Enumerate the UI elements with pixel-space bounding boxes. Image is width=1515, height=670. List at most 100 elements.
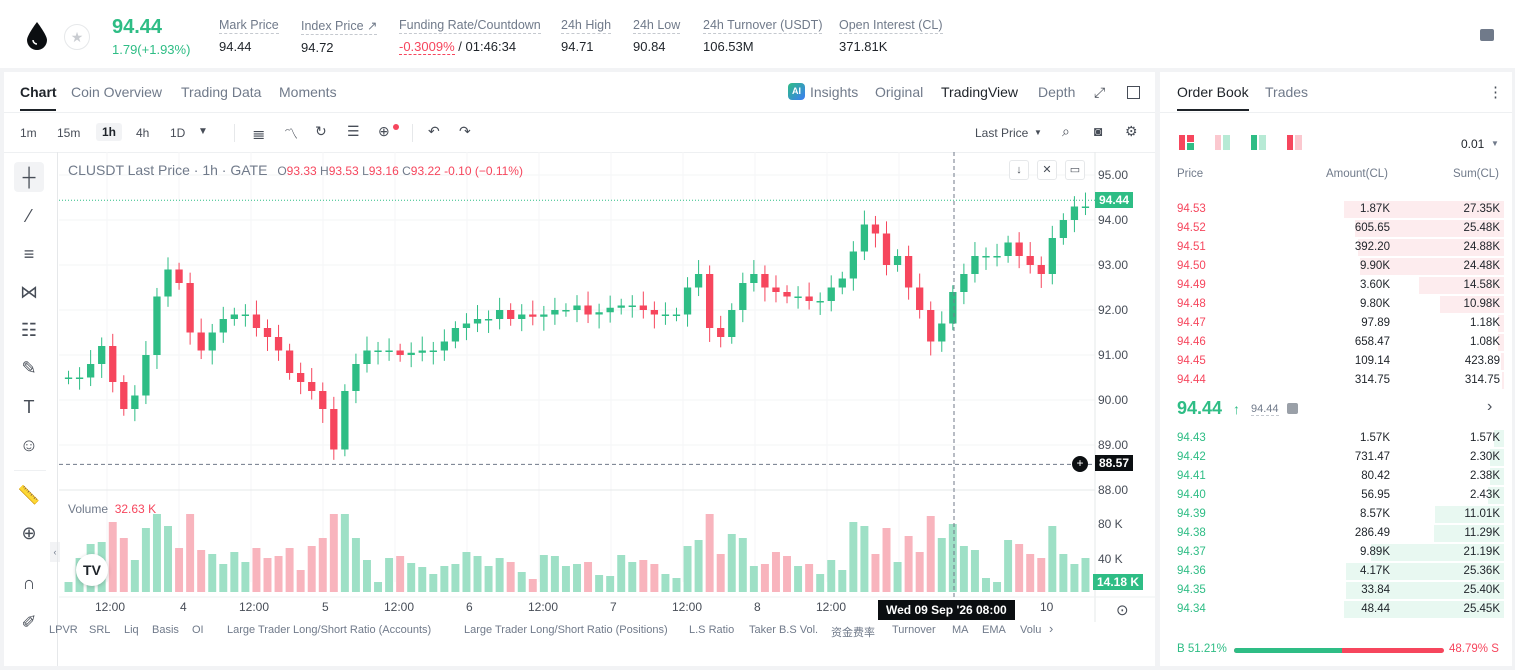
bid-row[interactable]: 94.42 731.47 2.30K	[1160, 448, 1512, 467]
collapse-icon[interactable]: ✕	[1037, 160, 1057, 180]
bid-row[interactable]: 94.35 33.84 25.40K	[1160, 581, 1512, 600]
bid-row[interactable]: 94.40 56.95 2.43K	[1160, 486, 1512, 505]
ask-row[interactable]: 94.53 1.87K 27.35K	[1160, 200, 1512, 219]
indicator-11[interactable]: MA	[952, 624, 969, 636]
indicator-12[interactable]: EMA	[982, 624, 1006, 636]
indicator-2[interactable]: Liq	[124, 624, 139, 636]
chevron-right-icon[interactable]: ›	[1487, 398, 1493, 415]
trendline-tool-icon[interactable]: ⁄	[27, 206, 31, 226]
settings-axis-icon[interactable]: ⊙	[1116, 602, 1129, 619]
gear-icon[interactable]: ⚙	[1125, 123, 1138, 139]
ask-row[interactable]: 94.52 605.65 25.48K	[1160, 219, 1512, 238]
tab-depth[interactable]: Depth	[1038, 84, 1076, 100]
interval-1m[interactable]: 1m	[20, 126, 37, 140]
expand-icon[interactable]: ⤢	[1094, 84, 1106, 100]
camera-icon[interactable]: ◙	[1094, 123, 1103, 139]
tab-chart[interactable]: Chart	[20, 84, 57, 100]
ask-row[interactable]: 94.45 109.14 423.89	[1160, 352, 1512, 371]
favorite-star-icon[interactable]: ★	[64, 24, 90, 50]
view-split-icon[interactable]	[1215, 135, 1230, 150]
indicator-scroll-right-icon[interactable]: ›	[1049, 621, 1054, 636]
pencil-lock-tool-icon[interactable]: ✐	[21, 612, 37, 632]
bid-row[interactable]: 94.38 286.49 11.29K	[1160, 524, 1512, 543]
text-tool-icon[interactable]: T	[23, 397, 35, 417]
view-bids-icon[interactable]	[1251, 135, 1266, 150]
price-chart[interactable]	[59, 152, 1155, 622]
chevron-down-icon[interactable]: ▼	[1034, 128, 1042, 137]
scroll-to-latest-icon[interactable]: ↓	[1009, 160, 1029, 180]
indicator-8[interactable]: Taker B.S Vol.	[749, 624, 819, 636]
interval-1d[interactable]: 1D	[170, 126, 186, 140]
ask-row[interactable]: 94.51 392.20 24.88K	[1160, 238, 1512, 257]
brush-tool-icon[interactable]: ✎	[21, 358, 37, 378]
tab-moments[interactable]: Moments	[279, 84, 337, 100]
emoji-tool-icon[interactable]: ☺	[19, 435, 39, 455]
indicator-9[interactable]: 资金费率	[831, 627, 875, 639]
add-alert-icon[interactable]: ⊕	[378, 123, 390, 139]
tab-trading-data[interactable]: Trading Data	[181, 84, 262, 100]
interval-4h[interactable]: 4h	[136, 126, 150, 140]
stat-index-price[interactable]: Index Price ↗ 94.72	[301, 19, 378, 55]
fib-tool-icon[interactable]: ☷	[20, 320, 38, 340]
interval-dropdown-icon[interactable]: ▼	[198, 126, 208, 137]
indicator-7[interactable]: L.S Ratio	[689, 624, 735, 636]
ask-row[interactable]: 94.50 9.90K 24.48K	[1160, 257, 1512, 276]
row-price: 94.52	[1177, 222, 1206, 234]
window-icon[interactable]	[1127, 86, 1140, 99]
book-icon[interactable]	[1480, 29, 1494, 41]
ruler-tool-icon[interactable]: 📏	[17, 485, 41, 505]
interval-1h[interactable]: 1h	[96, 123, 123, 141]
indicator-10[interactable]: Turnover	[892, 624, 936, 636]
tab-tradingview[interactable]: TradingView	[941, 84, 1019, 100]
bid-row[interactable]: 94.39 8.57K 11.01K	[1160, 505, 1512, 524]
add-alert-plus-icon[interactable]: +	[1072, 456, 1088, 472]
bid-row[interactable]: 94.36 4.17K 25.36K	[1160, 562, 1512, 581]
indicator-5[interactable]: Large Trader Long/Short Ratio (Accounts)	[227, 624, 432, 636]
tab-coin-overview[interactable]: Coin Overview	[71, 84, 163, 100]
more-icon[interactable]: ⋮	[1488, 84, 1503, 101]
ask-row[interactable]: 94.48 9.80K 10.98K	[1160, 295, 1512, 314]
bid-row[interactable]: 94.34 48.44 25.45K	[1160, 600, 1512, 619]
price-type-select[interactable]: Last Price	[975, 126, 1029, 140]
indicator-3[interactable]: Basis	[152, 624, 179, 636]
interval-15m[interactable]: 15m	[57, 126, 81, 140]
ticker-bar: ★ 94.44 1.79(+1.93%) Mark Price 94.44 Ind…	[0, 0, 1515, 68]
indicators-icon[interactable]: 〽	[284, 126, 298, 142]
templates-icon[interactable]: ☰	[347, 123, 360, 139]
precision-select[interactable]: 0.01	[1461, 137, 1485, 151]
fullscreen-icon[interactable]: ▭	[1065, 160, 1085, 180]
horizontal-lines-tool-icon[interactable]: ≡	[23, 244, 35, 264]
undo-icon[interactable]: ↶	[428, 123, 440, 139]
indicator-4[interactable]: OI	[192, 624, 204, 636]
bid-row[interactable]: 94.37 9.89K 21.19K	[1160, 543, 1512, 562]
view-asks-icon[interactable]	[1287, 135, 1302, 150]
indicator-0[interactable]: LPVR	[49, 624, 78, 636]
tradingview-logo[interactable]: TV	[76, 554, 108, 586]
indicator-6[interactable]: Large Trader Long/Short Ratio (Positions…	[464, 624, 668, 636]
depth-bar	[1371, 544, 1504, 561]
candle-type-icon[interactable]: 𝍣	[253, 126, 265, 142]
ask-row[interactable]: 94.47 97.89 1.18K	[1160, 314, 1512, 333]
search-icon[interactable]: ⌕	[1062, 123, 1070, 139]
ask-row[interactable]: 94.49 3.60K 14.58K	[1160, 276, 1512, 295]
bid-row[interactable]: 94.41 80.42 2.38K	[1160, 467, 1512, 486]
tab-original[interactable]: Original	[875, 84, 924, 100]
tab-trades[interactable]: Trades	[1265, 84, 1309, 100]
precision-chevron-icon[interactable]: ▼	[1491, 139, 1499, 148]
volume-bar	[307, 546, 316, 592]
tab-insights[interactable]: Insights	[810, 84, 859, 100]
pattern-tool-icon[interactable]: ⋈	[20, 282, 38, 302]
view-both-icon[interactable]	[1179, 135, 1194, 150]
magnet-tool-icon[interactable]: ∩	[22, 573, 36, 593]
zoom-in-tool-icon[interactable]: ⊕	[21, 523, 37, 543]
crosshair-tool-icon[interactable]: ┼	[14, 162, 44, 192]
collapse-toolbar-icon[interactable]: ‹	[50, 542, 60, 562]
redo-icon[interactable]: ↷	[459, 123, 471, 139]
indicator-13[interactable]: Volu	[1020, 624, 1042, 636]
ask-row[interactable]: 94.44 314.75 314.75	[1160, 371, 1512, 390]
bid-row[interactable]: 94.43 1.57K 1.57K	[1160, 429, 1512, 448]
tab-order-book[interactable]: Order Book	[1177, 84, 1249, 100]
replay-icon[interactable]: ↻	[315, 123, 327, 139]
ask-row[interactable]: 94.46 658.47 1.08K	[1160, 333, 1512, 352]
indicator-1[interactable]: SRL	[89, 624, 111, 636]
